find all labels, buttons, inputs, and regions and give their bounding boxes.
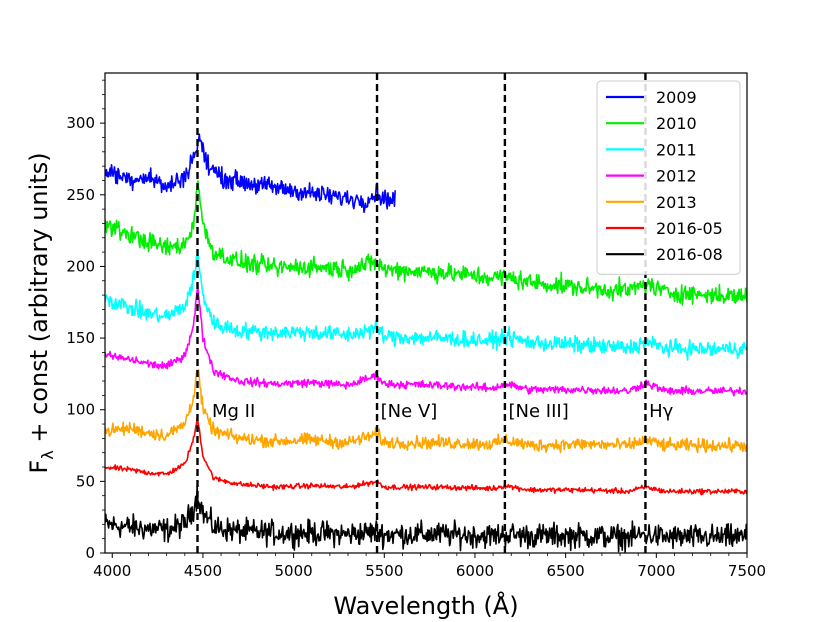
series-line-2016-05 bbox=[105, 416, 747, 496]
annotation-label: [Ne III] bbox=[509, 401, 569, 422]
plot-frame bbox=[104, 72, 748, 554]
annotation-label: [Ne V] bbox=[381, 401, 438, 422]
axis-ticks: 4000 4500 5000 5500 6000 6500 7000 7500 0 50 100 15… bbox=[66, 79, 766, 580]
y-axis-label-rest: + const (arbitrary units) bbox=[25, 152, 53, 450]
annotation-label: Mg II bbox=[212, 401, 255, 422]
legend-label: 2016-08 bbox=[656, 245, 723, 264]
legend-label: 2016-05 bbox=[656, 219, 723, 238]
legend-label: 2013 bbox=[656, 193, 697, 212]
legend: 2009 2010 2011 2012 2013 2016-05 2016-08 bbox=[596, 80, 741, 275]
y-axis-label: Fλ + const (arbitrary units) bbox=[25, 152, 57, 473]
series-line-2010 bbox=[105, 180, 747, 306]
y-tick-label: 150 bbox=[66, 329, 95, 347]
x-tick-label: 4500 bbox=[184, 562, 222, 580]
x-tick-label: 5500 bbox=[365, 562, 403, 580]
legend-label: 2012 bbox=[656, 167, 697, 186]
y-tick-label: 100 bbox=[66, 401, 95, 419]
legend-label: 2010 bbox=[656, 114, 697, 133]
y-axis-label-subscript: λ bbox=[38, 450, 57, 459]
y-tick-label: 0 bbox=[85, 544, 95, 562]
x-tick-label: 7500 bbox=[728, 562, 766, 580]
legend-label: 2009 bbox=[656, 88, 697, 107]
legend-box bbox=[596, 80, 741, 275]
y-tick-label: 300 bbox=[66, 114, 95, 132]
series-line-2012 bbox=[105, 285, 747, 397]
x-tick-label: 6500 bbox=[547, 562, 585, 580]
y-tick-label: 250 bbox=[66, 186, 95, 204]
emission-line-markers bbox=[196, 73, 647, 553]
y-axis-label-main: F bbox=[25, 460, 53, 474]
y-tick-label: 200 bbox=[66, 257, 95, 275]
x-tick-label: 6000 bbox=[456, 562, 494, 580]
line-annotations: Mg II [Ne V] [Ne III] Hγ bbox=[212, 401, 674, 422]
annotation-label: Hγ bbox=[649, 401, 674, 422]
x-tick-label: 4000 bbox=[93, 562, 131, 580]
x-tick-label: 7000 bbox=[637, 562, 675, 580]
y-tick-label: 50 bbox=[76, 472, 95, 490]
series-line-2013 bbox=[105, 369, 747, 454]
series-line-2011 bbox=[105, 251, 747, 361]
x-tick-label: 5000 bbox=[275, 562, 313, 580]
series-layer bbox=[105, 133, 747, 553]
series-line-2009 bbox=[105, 133, 396, 214]
x-axis-label: Wavelength (Å) bbox=[333, 591, 518, 620]
legend-label: 2011 bbox=[656, 140, 697, 159]
series-line-2016-08 bbox=[105, 485, 747, 553]
